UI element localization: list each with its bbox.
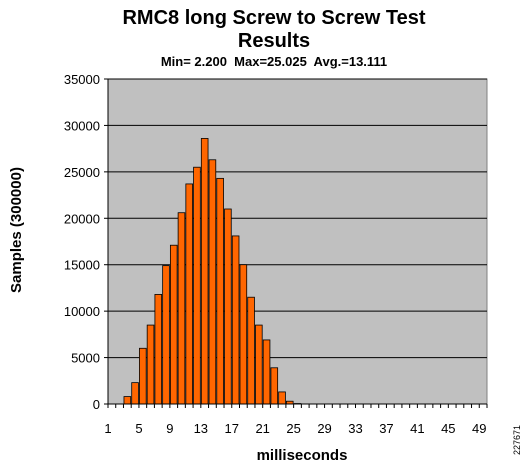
y-tick-label: 5000 (71, 351, 100, 366)
histogram-bar (177, 212, 186, 405)
histogram-bar (131, 382, 139, 405)
x-tick-label: 29 (317, 421, 331, 436)
histogram-bar (262, 339, 271, 405)
y-tick-labels: 0 5000 10000 15000 20000 25000 30000 35000 (64, 72, 100, 412)
y-tick-label: 20000 (64, 211, 100, 226)
x-tick-labels: 1 5 9 13 17 21 25 29 33 37 41 45 49 (104, 421, 486, 436)
histogram-bar (278, 391, 286, 405)
histogram-bar (270, 367, 279, 405)
x-tick-label: 45 (441, 421, 455, 436)
x-tick-label: 33 (348, 421, 362, 436)
x-tick-label: 1 (104, 421, 111, 436)
histogram-bar (169, 244, 178, 405)
histogram-bar (154, 294, 163, 405)
figure-id-note: 227671 (512, 425, 522, 455)
y-tick-label: 10000 (64, 304, 100, 319)
chart-subtitle: Min= 2.200 Max=25.025 Avg.=13.111 (161, 54, 387, 69)
histogram-bar (123, 396, 132, 405)
y-tick-label: 0 (93, 397, 100, 412)
x-axis-label: milliseconds (257, 447, 348, 464)
chart-title-line-1: RMC8 long Screw to Screw Test (122, 7, 425, 29)
y-tick-label: 15000 (64, 258, 100, 273)
histogram-bar (255, 324, 263, 405)
chart-title-line-2: Results (238, 30, 310, 52)
x-tick-label: 49 (472, 421, 486, 436)
histogram-bar (208, 159, 217, 405)
y-tick-label: 25000 (64, 165, 100, 180)
x-tick-label: 17 (225, 421, 239, 436)
x-tick-label: 13 (194, 421, 208, 436)
y-tick-label: 30000 (64, 118, 100, 133)
x-tick-label: 37 (379, 421, 393, 436)
y-axis-label: Samples (300000) (8, 167, 25, 293)
histogram-bar (185, 183, 193, 405)
histogram-bar (139, 347, 147, 405)
y-tick-label: 35000 (64, 72, 100, 87)
histogram-bar (239, 264, 248, 405)
histogram-bar (200, 138, 209, 405)
histogram-bar (216, 177, 224, 405)
histogram-bar (247, 296, 255, 405)
histogram-bar (193, 166, 201, 405)
x-tick-label: 5 (135, 421, 142, 436)
histogram-bar (162, 265, 170, 405)
axes (104, 78, 488, 408)
x-tick-label: 41 (410, 421, 424, 436)
x-tick-label: 25 (286, 421, 300, 436)
x-tick-label: 9 (166, 421, 173, 436)
x-tick-label: 21 (255, 421, 269, 436)
histogram-bar (231, 235, 240, 405)
histogram-bar (224, 208, 232, 405)
histogram-bar (146, 324, 155, 405)
